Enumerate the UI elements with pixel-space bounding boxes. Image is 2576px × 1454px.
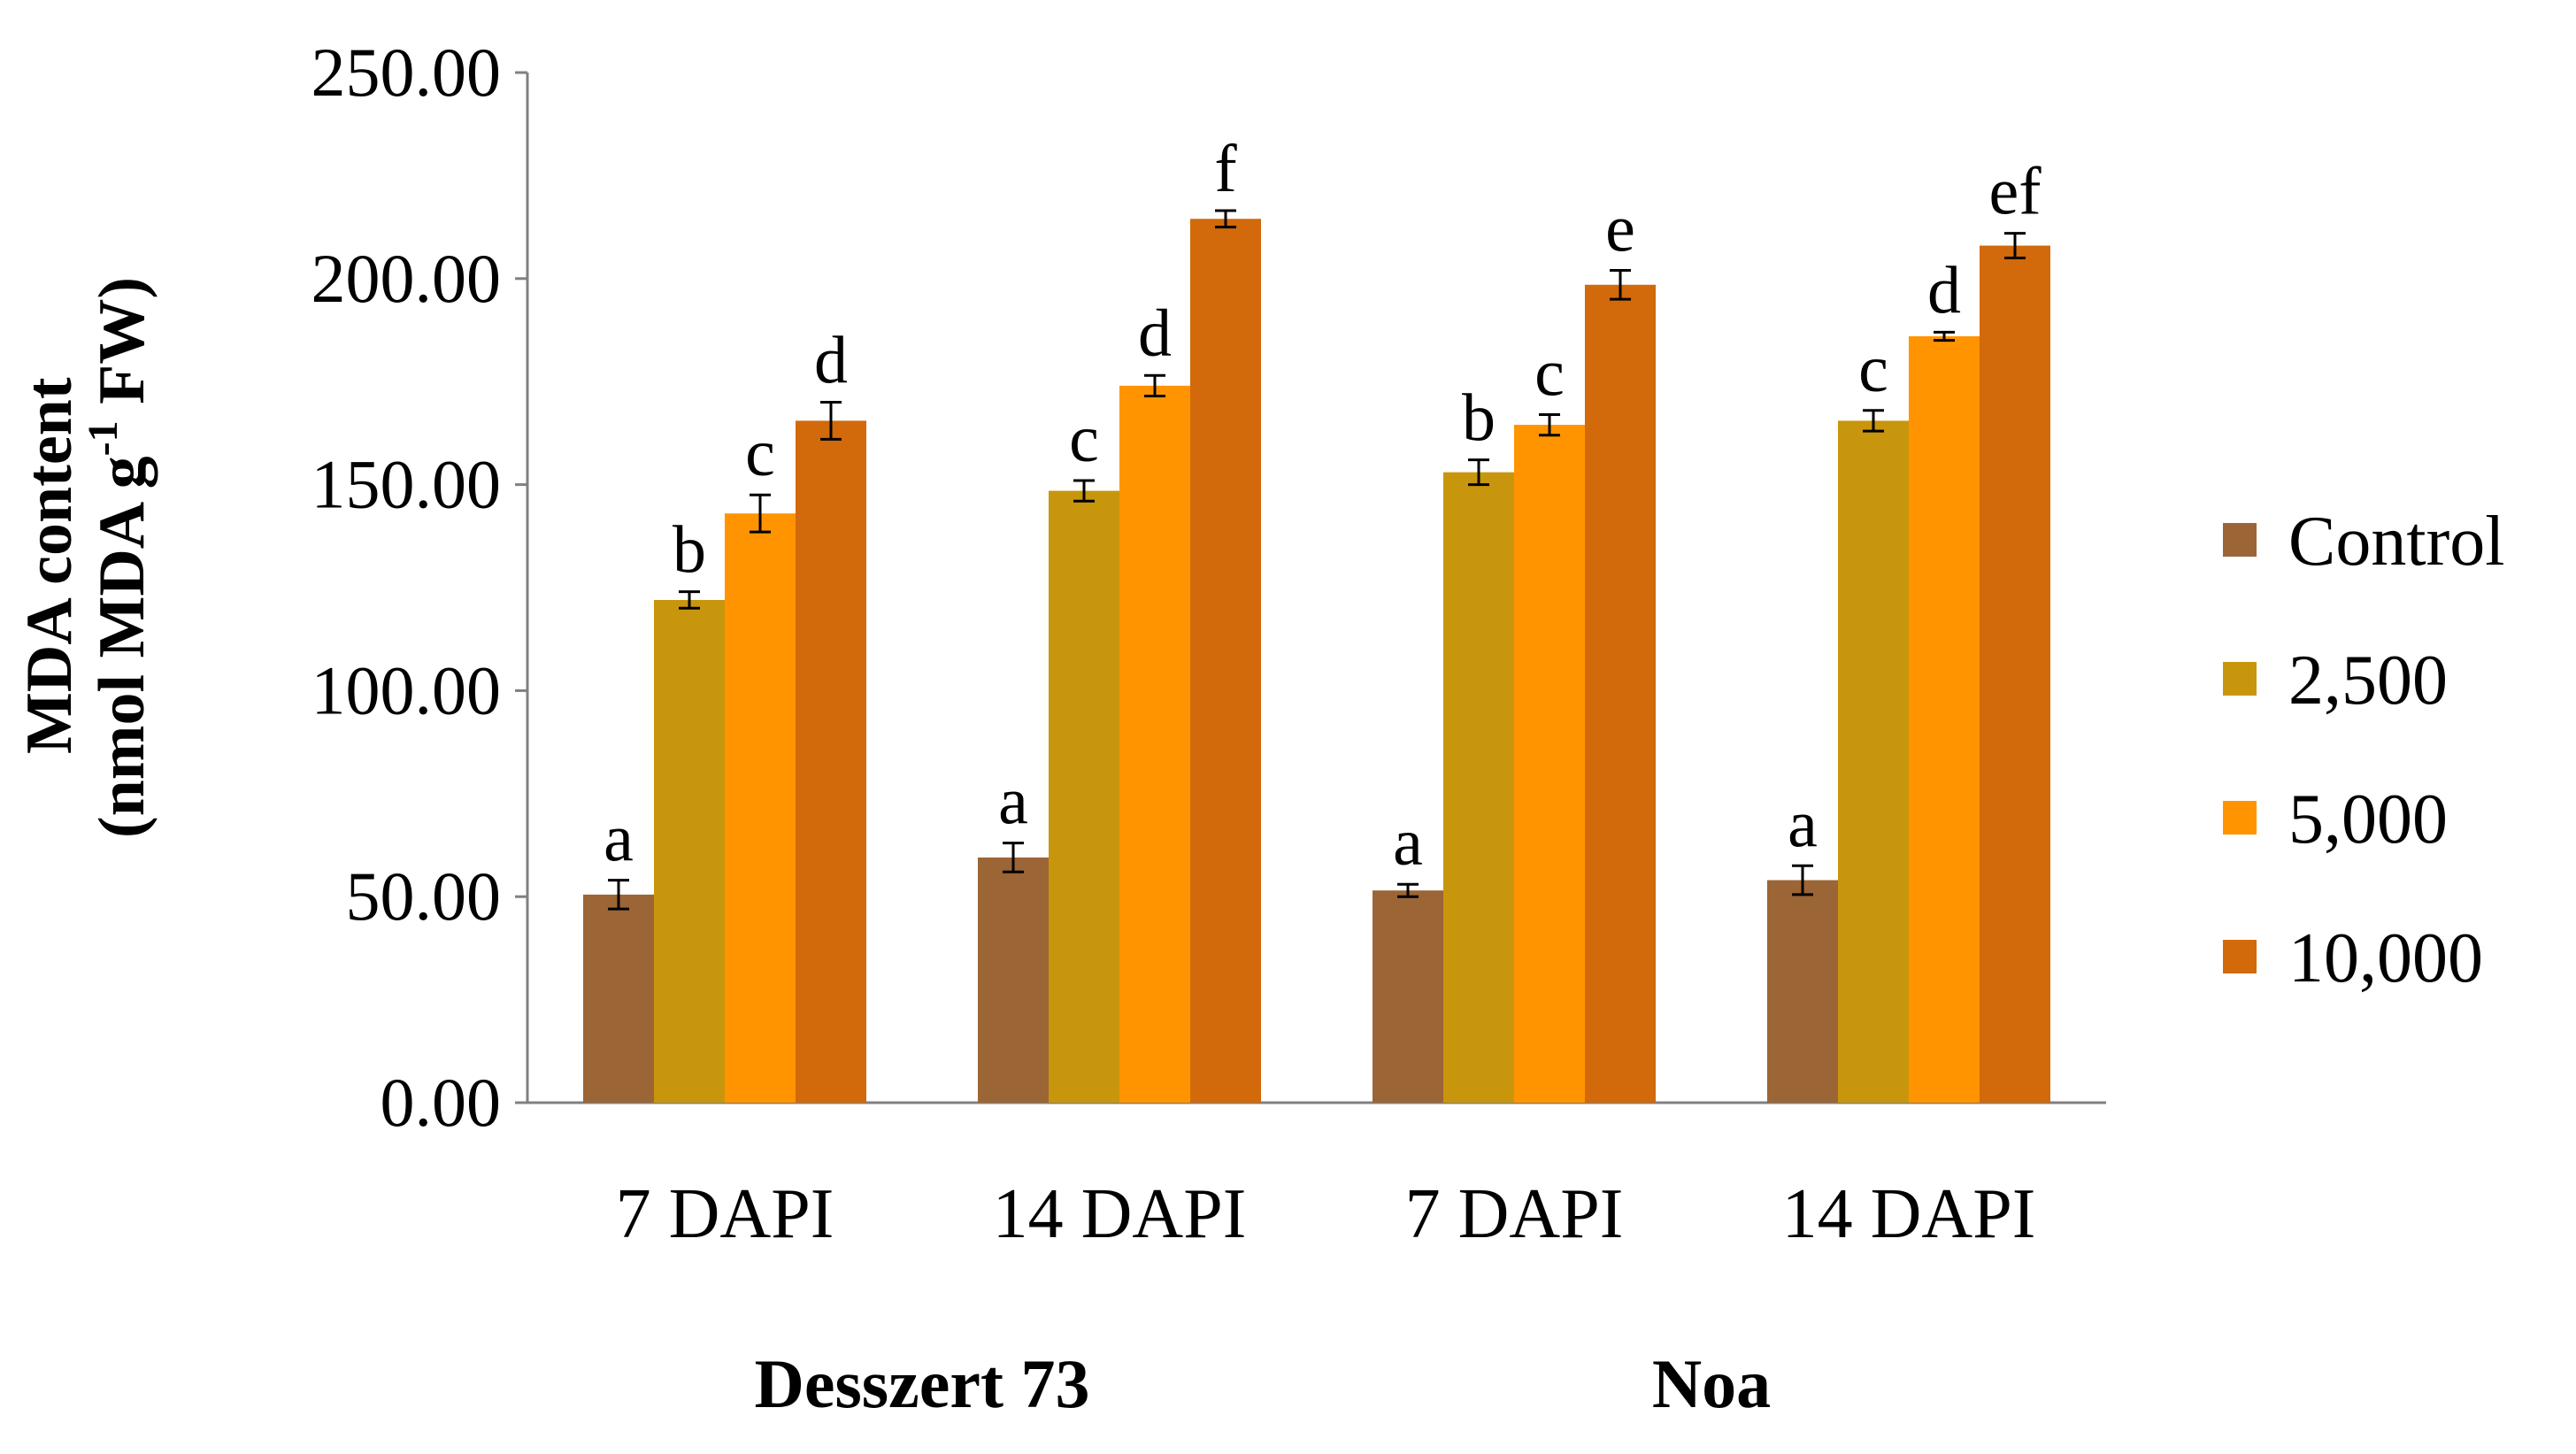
x-tick-label: 7 DAPI <box>616 1175 834 1253</box>
bar <box>725 513 796 1103</box>
legend-item: 10,000 <box>2223 919 2483 997</box>
significance-letter: a <box>1393 805 1423 880</box>
legend-swatch <box>2223 523 2257 557</box>
legend-label: 10,000 <box>2288 919 2483 997</box>
legend-item: Control <box>2223 503 2504 581</box>
error-bar <box>1863 409 1884 433</box>
legend-swatch <box>2223 940 2257 973</box>
y-tick-label: 150.00 <box>311 446 502 523</box>
y-axis-label-superscript: -1 <box>80 420 127 456</box>
significance-letter: c <box>1069 402 1099 476</box>
bar <box>1049 490 1119 1103</box>
error-bar <box>1003 842 1024 873</box>
y-axis-label-line2-end: FW) <box>86 277 158 420</box>
x-tick-label: 14 DAPI <box>1782 1175 2036 1253</box>
error-bar <box>1073 479 1095 503</box>
error-bar <box>750 493 771 534</box>
y-tick-label: 0.00 <box>381 1064 502 1141</box>
legend-item: 5,000 <box>2223 781 2448 858</box>
bars <box>583 219 2050 1104</box>
significance-letter: c <box>745 416 775 490</box>
significance-letter: d <box>814 323 848 397</box>
bar <box>1838 420 1909 1103</box>
legend-swatch <box>2223 801 2257 835</box>
y-tick-label: 250.00 <box>311 34 502 111</box>
bar <box>1980 245 2050 1103</box>
significance-letter: a <box>998 765 1028 839</box>
significance-letter: d <box>1927 253 1961 327</box>
bar <box>1373 890 1443 1103</box>
significance-letter: f <box>1214 132 1237 206</box>
bar <box>1585 284 1656 1103</box>
bar <box>1909 335 1980 1103</box>
error-bar <box>1144 373 1165 397</box>
error-bar <box>1539 412 1560 437</box>
bar <box>583 894 654 1103</box>
group-label: Desszert 73 <box>755 1345 1090 1422</box>
legend-label: 2,500 <box>2288 642 2448 719</box>
error-bar <box>2004 232 2026 260</box>
y-tick-label: 50.00 <box>346 858 502 935</box>
legend: Control 2,500 5,000 10,000 <box>2223 503 2504 997</box>
significance-letter: a <box>1788 787 1818 861</box>
y-tick-label: 200.00 <box>311 240 502 317</box>
error-bar <box>1934 330 1955 342</box>
legend-label: Control <box>2288 503 2504 581</box>
error-bar <box>679 590 700 610</box>
y-axis-label: MDA content (nmol MDA g-1 FW) <box>13 277 158 838</box>
y-axis-label-line1: MDA content <box>13 377 86 754</box>
error-bar <box>1397 882 1419 898</box>
legend-swatch <box>2223 662 2257 696</box>
x-tick-label: 14 DAPI <box>993 1175 1247 1253</box>
significance-letter: a <box>604 802 634 876</box>
bar <box>1767 880 1838 1103</box>
bar <box>796 420 866 1103</box>
error-bar <box>608 879 629 911</box>
group-label: Noa <box>1652 1345 1771 1422</box>
axes: 0.00 50.00 100.00 150.00 200.00 250.00 <box>311 34 2106 1141</box>
y-axis-label-line2: (nmol MDA g <box>86 456 158 838</box>
legend-item: 2,500 <box>2223 642 2448 719</box>
x-tick-label: 7 DAPI <box>1405 1175 1624 1253</box>
bar <box>1119 385 1190 1104</box>
significance-letter: b <box>1462 381 1496 456</box>
significance-letter: b <box>673 513 706 588</box>
significance-letter: c <box>1858 332 1888 406</box>
error-bar <box>1610 268 1631 301</box>
significance-letter: e <box>1605 191 1635 265</box>
error-bar <box>1468 458 1489 487</box>
error-bar <box>820 400 842 441</box>
error-bar <box>1792 864 1813 896</box>
significance-letter: d <box>1138 296 1172 371</box>
y-tick-label: 100.00 <box>311 651 502 728</box>
error-bar <box>1215 209 1236 229</box>
legend-label: 5,000 <box>2288 781 2448 858</box>
error-bars <box>608 209 2026 911</box>
significance-letter: ef <box>1988 155 2042 229</box>
bar <box>654 599 725 1103</box>
bar <box>1443 472 1514 1103</box>
bar <box>1514 425 1585 1103</box>
bar <box>1190 219 1261 1104</box>
x-axis-labels: 7 DAPI 14 DAPI 7 DAPI 14 DAPI Desszert 73 Noa <box>616 1175 2036 1422</box>
significance-letter: c <box>1534 335 1565 410</box>
bar <box>978 857 1049 1103</box>
